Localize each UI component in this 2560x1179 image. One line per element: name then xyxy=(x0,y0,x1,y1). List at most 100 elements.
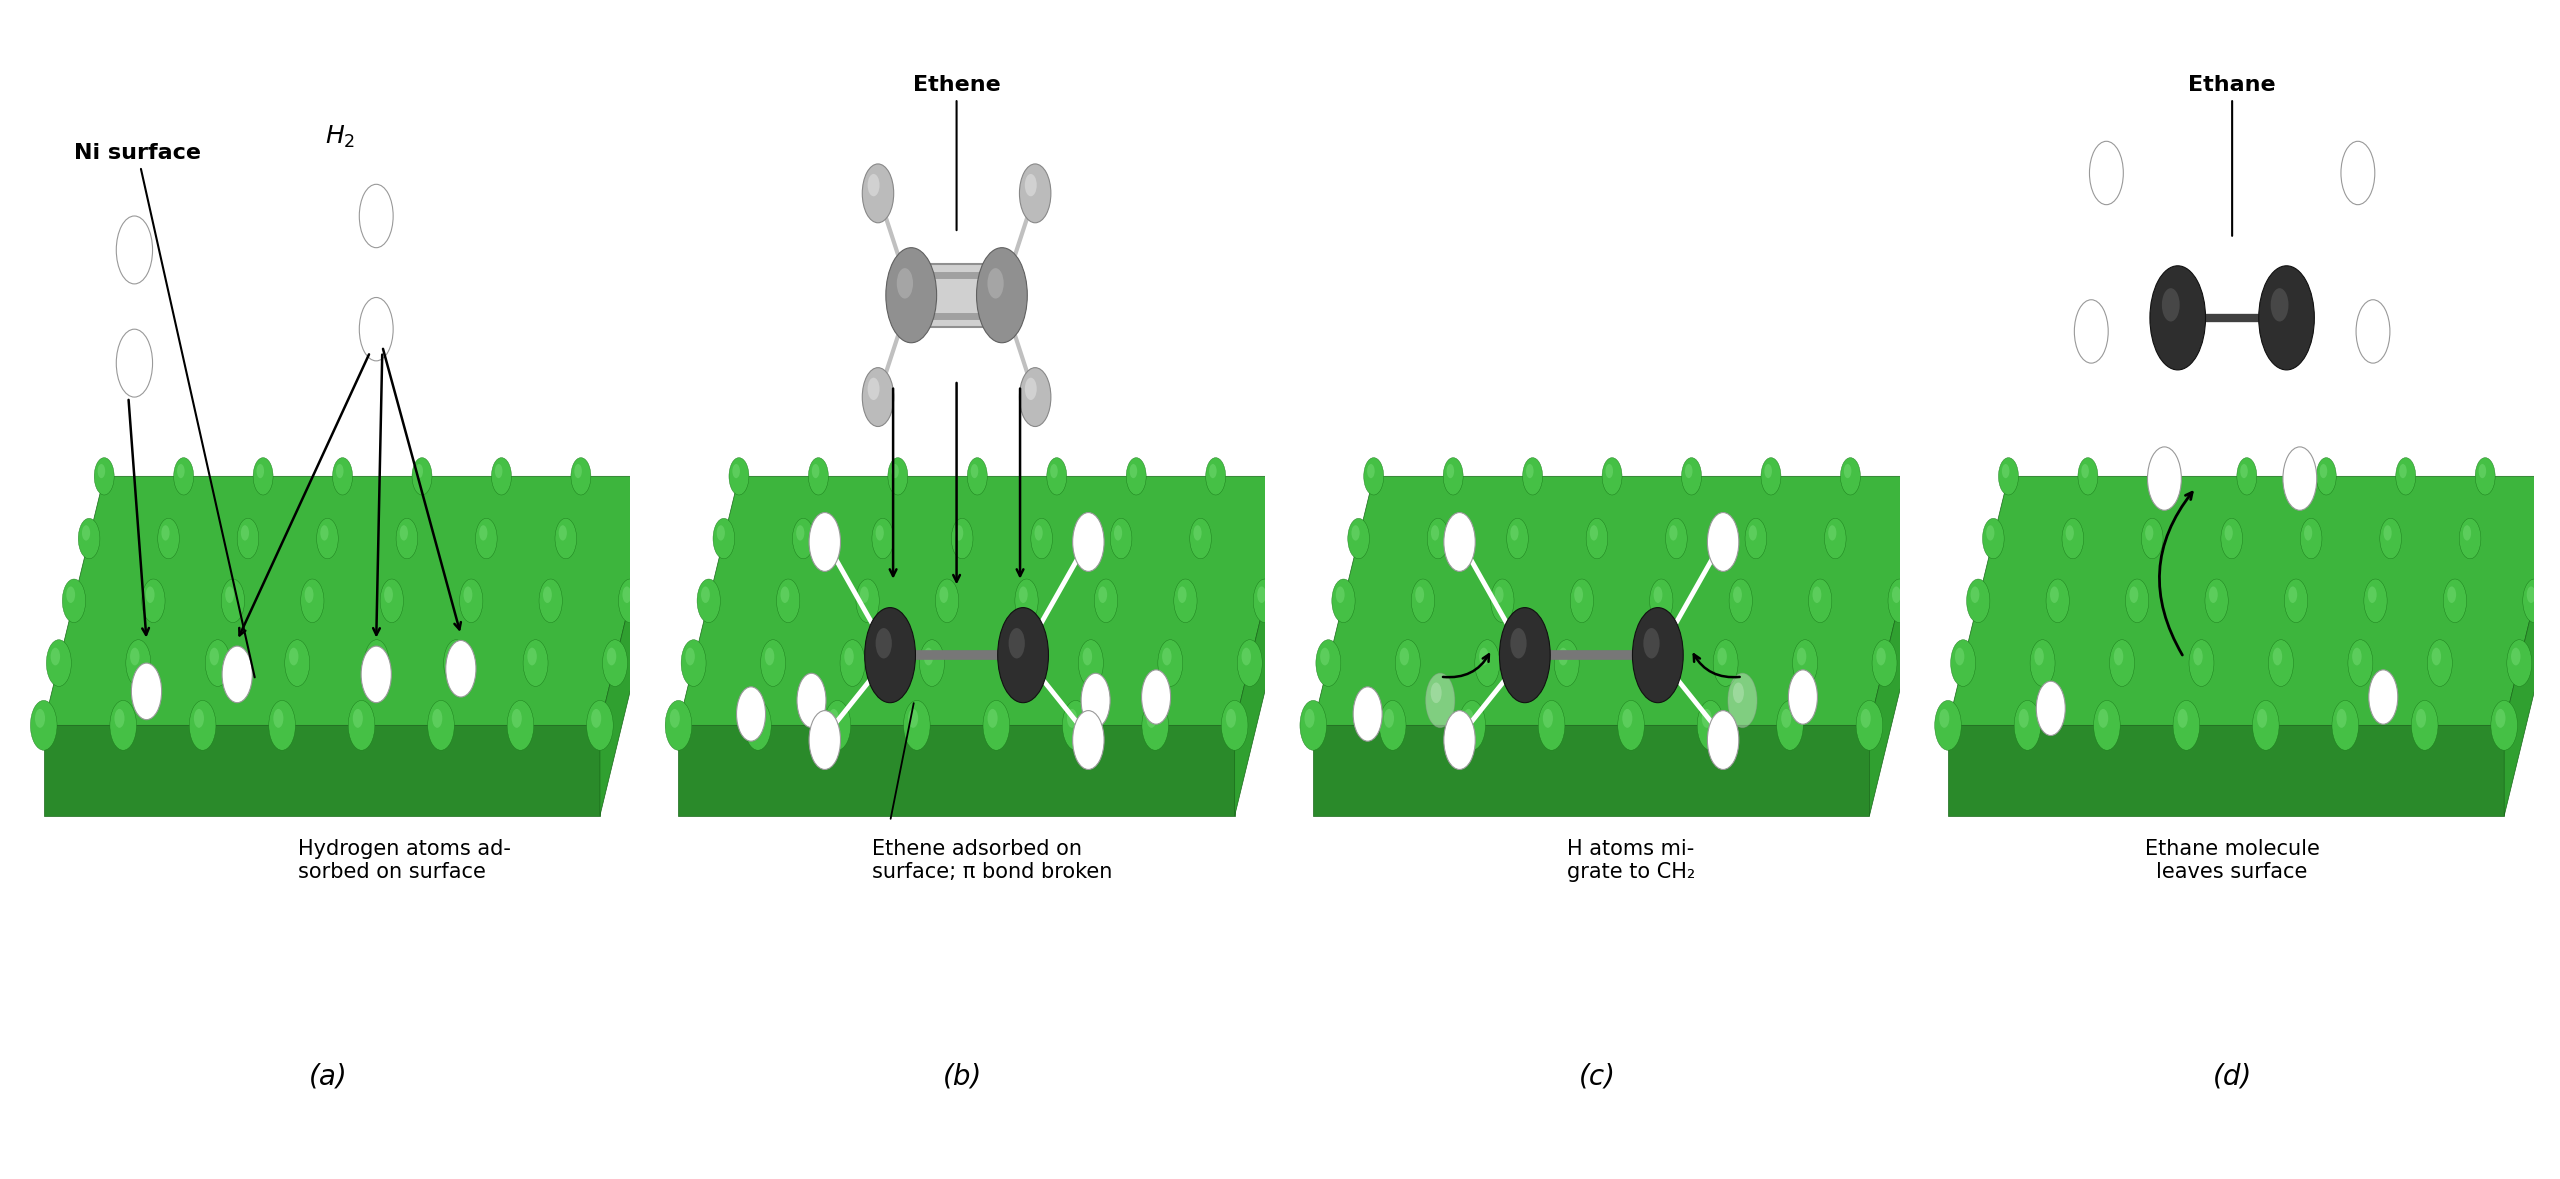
Circle shape xyxy=(241,525,248,541)
Circle shape xyxy=(1856,700,1882,750)
Circle shape xyxy=(2081,465,2089,479)
Circle shape xyxy=(876,628,891,659)
FancyBboxPatch shape xyxy=(916,264,996,327)
Circle shape xyxy=(2222,519,2243,559)
Circle shape xyxy=(1638,647,1649,665)
Circle shape xyxy=(1892,586,1902,602)
Circle shape xyxy=(2412,700,2437,750)
Circle shape xyxy=(384,586,392,602)
Circle shape xyxy=(2432,647,2442,665)
Circle shape xyxy=(476,519,497,559)
Circle shape xyxy=(1843,465,1851,479)
Circle shape xyxy=(2348,152,2360,176)
Circle shape xyxy=(479,525,486,541)
Circle shape xyxy=(1019,586,1027,602)
Circle shape xyxy=(2094,152,2107,176)
Circle shape xyxy=(2225,525,2232,541)
Circle shape xyxy=(225,586,233,602)
Polygon shape xyxy=(1313,725,1869,816)
Circle shape xyxy=(353,709,364,727)
Circle shape xyxy=(461,579,484,623)
Circle shape xyxy=(443,640,468,686)
Circle shape xyxy=(412,457,433,495)
Circle shape xyxy=(1764,465,1772,479)
Circle shape xyxy=(2079,457,2097,495)
Circle shape xyxy=(2463,525,2470,541)
Circle shape xyxy=(269,700,294,750)
Polygon shape xyxy=(1948,725,2504,816)
Circle shape xyxy=(2511,647,2522,665)
Circle shape xyxy=(2381,519,2401,559)
Circle shape xyxy=(123,341,136,367)
Circle shape xyxy=(2284,447,2317,511)
Circle shape xyxy=(1142,700,1167,750)
Polygon shape xyxy=(1948,476,2560,725)
Text: Ni surface: Ni surface xyxy=(74,144,253,678)
Circle shape xyxy=(2173,700,2199,750)
Circle shape xyxy=(1449,720,1462,743)
Circle shape xyxy=(274,709,284,727)
Circle shape xyxy=(1080,673,1111,727)
Circle shape xyxy=(1789,670,1818,724)
Circle shape xyxy=(1129,465,1137,479)
Circle shape xyxy=(701,586,709,602)
Circle shape xyxy=(1718,647,1728,665)
Circle shape xyxy=(348,700,374,750)
Circle shape xyxy=(2368,670,2399,724)
Circle shape xyxy=(1708,711,1738,770)
Circle shape xyxy=(1999,457,2017,495)
Circle shape xyxy=(809,457,829,495)
Circle shape xyxy=(1411,579,1434,623)
Circle shape xyxy=(1004,647,1014,665)
Circle shape xyxy=(1649,579,1672,623)
Text: H atoms mi-
grate to CH₂: H atoms mi- grate to CH₂ xyxy=(1567,838,1695,882)
Polygon shape xyxy=(678,476,1295,725)
Circle shape xyxy=(686,647,694,665)
Circle shape xyxy=(1352,525,1359,541)
Circle shape xyxy=(2143,519,2163,559)
Circle shape xyxy=(1523,457,1544,495)
Circle shape xyxy=(1431,525,1439,541)
Circle shape xyxy=(300,579,325,623)
Circle shape xyxy=(1270,519,1290,559)
Circle shape xyxy=(888,457,909,495)
Circle shape xyxy=(67,586,74,602)
Circle shape xyxy=(1190,519,1211,559)
Circle shape xyxy=(2383,525,2391,541)
Circle shape xyxy=(159,519,179,559)
Circle shape xyxy=(975,248,1027,343)
Circle shape xyxy=(2555,457,2560,495)
Circle shape xyxy=(2491,700,2516,750)
Circle shape xyxy=(1050,465,1057,479)
Circle shape xyxy=(2273,647,2281,665)
Circle shape xyxy=(1746,519,1766,559)
Circle shape xyxy=(2020,709,2028,727)
Circle shape xyxy=(522,640,548,686)
Circle shape xyxy=(607,647,617,665)
Circle shape xyxy=(1871,640,1897,686)
Circle shape xyxy=(1905,519,1925,559)
Circle shape xyxy=(1777,700,1802,750)
Circle shape xyxy=(637,525,645,541)
Circle shape xyxy=(220,579,246,623)
Circle shape xyxy=(2035,647,2043,665)
Circle shape xyxy=(1702,709,1713,727)
Circle shape xyxy=(940,586,947,602)
Circle shape xyxy=(1464,709,1475,727)
Circle shape xyxy=(1306,709,1316,727)
Circle shape xyxy=(2045,579,2068,623)
Circle shape xyxy=(1385,709,1395,727)
Circle shape xyxy=(1175,579,1198,623)
Circle shape xyxy=(1364,457,1382,495)
Circle shape xyxy=(653,465,660,479)
Circle shape xyxy=(115,709,125,727)
Circle shape xyxy=(1206,457,1226,495)
Circle shape xyxy=(1889,579,1912,623)
Circle shape xyxy=(809,513,840,572)
Circle shape xyxy=(2301,519,2322,559)
Circle shape xyxy=(1841,457,1861,495)
Circle shape xyxy=(1449,522,1462,545)
Circle shape xyxy=(2332,700,2358,750)
Circle shape xyxy=(51,647,59,665)
Circle shape xyxy=(2289,457,2301,482)
